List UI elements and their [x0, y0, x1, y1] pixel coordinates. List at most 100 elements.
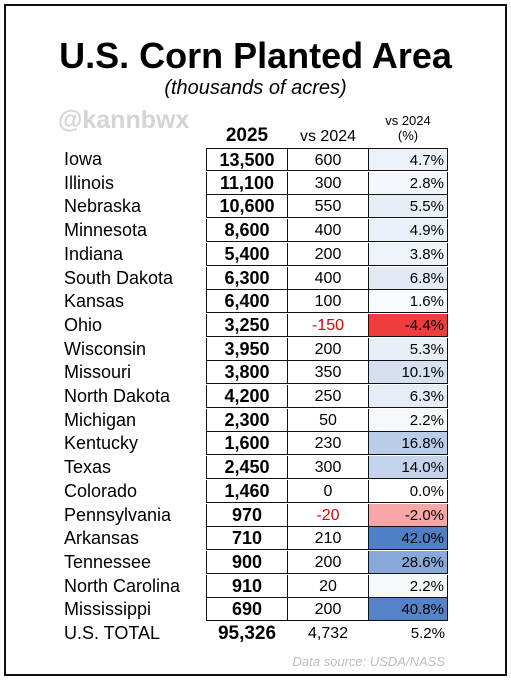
table-row: Michigan 2,300 50 2.2%	[6, 408, 505, 432]
change-vs-2024-cell: 550	[288, 195, 368, 219]
change-vs-2024-cell: 200	[288, 598, 368, 622]
pct-change-cell: 5.3%	[368, 337, 448, 361]
change-vs-2024-cell: 4,732	[307, 625, 349, 642]
change-vs-2024-cell: 350	[288, 361, 368, 385]
state-name: Kentucky	[64, 433, 139, 454]
state-name: Missouri	[64, 362, 132, 383]
acres-2025-cell: 6,300	[206, 266, 288, 290]
column-header-vs-2024: vs 2024	[299, 128, 357, 145]
acres-2025-cell: 1,460	[206, 479, 288, 503]
pct-change-cell: 3.8%	[368, 242, 448, 266]
change-vs-2024-cell: 50	[288, 409, 368, 432]
acres-2025-cell: 5,400	[206, 242, 288, 266]
data-source-note: Data source: USDA/NASS	[292, 654, 445, 669]
change-vs-2024-cell: -150	[288, 314, 368, 337]
acres-2025-cell: 13,500	[206, 148, 288, 171]
column-header-2025: 2025	[225, 125, 269, 146]
pct-change-cell: 5.5%	[368, 195, 448, 219]
chart-title: U.S. Corn Planted Area	[59, 35, 452, 76]
pct-change-cell: 0.0%	[368, 479, 448, 503]
state-name: North Dakota	[64, 386, 171, 406]
chart-subtitle: (thousands of acres)	[164, 77, 347, 99]
state-name: Illinois	[64, 172, 115, 193]
state-name: Kansas	[64, 291, 125, 312]
table-row: Arkansas 710 210 42.0%	[6, 527, 505, 551]
acres-2025-cell: 6,400	[206, 290, 288, 314]
change-vs-2024-cell: 200	[288, 338, 368, 361]
change-vs-2024-cell: 250	[288, 385, 368, 408]
pct-change-cell: 10.1%	[368, 361, 448, 385]
state-name: Pennsylvania	[64, 504, 172, 525]
table-row: North Carolina 910 20 2.2%	[6, 574, 505, 598]
change-vs-2024-cell: 200	[288, 243, 368, 266]
acres-2025-cell: 3,250	[206, 313, 288, 337]
pct-change-cell: 14.0%	[368, 456, 448, 480]
pct-change-cell: 42.0%	[368, 527, 448, 551]
state-name: Arkansas	[64, 528, 140, 549]
pct-change-cell: 4.9%	[368, 219, 448, 243]
table-row: Pennsylvania 970 -20 -2.0%	[6, 503, 505, 527]
table-row: Wisconsin 3,950 200 5.3%	[6, 337, 505, 361]
table-row: Missouri 3,800 350 10.1%	[6, 361, 505, 385]
pct-change-cell: 16.8%	[368, 432, 448, 456]
change-vs-2024-cell: 210	[288, 527, 368, 551]
state-name: Ohio	[64, 314, 103, 335]
change-vs-2024-cell: 300	[288, 172, 368, 195]
state-name: Tennessee	[64, 551, 152, 572]
pct-change-cell: 6.8%	[368, 266, 448, 290]
acres-2025-cell: 690	[206, 598, 288, 622]
pct-change-cell: 6.3%	[368, 385, 448, 408]
table-row: Minnesota 8,600 400 4.9%	[6, 219, 505, 243]
table-row: Mississippi 690 200 40.8%	[6, 598, 505, 622]
change-vs-2024-cell: 300	[288, 456, 368, 480]
chart-frame: U.S. Corn Planted Area (thousands of acr…	[4, 4, 507, 676]
acres-2025-cell: 10,600	[206, 195, 288, 219]
change-vs-2024-cell: 0	[288, 480, 368, 503]
pct-change-cell: 5.2%	[410, 625, 445, 642]
table-row: Ohio 3,250 -150 -4.4%	[6, 313, 505, 337]
acres-2025-cell: 1,600	[206, 432, 288, 456]
acres-2025-cell: 910	[206, 574, 288, 598]
state-name: Iowa	[64, 149, 103, 169]
change-vs-2024-cell: -20	[288, 504, 368, 527]
state-name: Mississippi	[64, 599, 152, 620]
change-vs-2024-cell: 200	[288, 551, 368, 574]
pct-change-cell: 2.2%	[368, 574, 448, 598]
pct-change-cell: 2.8%	[368, 171, 448, 195]
state-name: Texas	[64, 457, 112, 478]
change-vs-2024-cell: 400	[288, 219, 368, 243]
total-row: U.S. TOTAL 95,326 4,732 5.2%	[6, 622, 505, 645]
acres-2025-cell: 3,950	[206, 337, 288, 361]
acres-2025-cell: 95,326	[217, 623, 277, 644]
table-row: Texas 2,450 300 14.0%	[6, 456, 505, 480]
change-vs-2024-cell: 230	[288, 432, 368, 456]
table-row: Nebraska 10,600 550 5.5%	[6, 195, 505, 219]
table-row: Illinois 11,100 300 2.8%	[6, 171, 505, 195]
acres-2025-cell: 2,450	[206, 456, 288, 480]
table-row: Iowa 13,500 600 4.7%	[6, 148, 505, 171]
change-vs-2024-cell: 100	[288, 290, 368, 314]
column-header-pct-line1: vs 2024	[385, 113, 431, 128]
column-header-pct-line2: (%)	[397, 128, 419, 143]
total-label: U.S. TOTAL	[64, 623, 161, 643]
table-row: Tennessee 900 200 28.6%	[6, 550, 505, 574]
pct-change-cell: 4.7%	[368, 148, 448, 171]
pct-change-cell: 28.6%	[368, 550, 448, 574]
change-vs-2024-cell: 600	[288, 148, 368, 171]
pct-change-cell: 1.6%	[368, 290, 448, 314]
state-name: Wisconsin	[64, 338, 147, 359]
table-row: Kentucky 1,600 230 16.8%	[6, 432, 505, 456]
table-row: Colorado 1,460 0 0.0%	[6, 479, 505, 503]
state-name: North Carolina	[64, 575, 181, 596]
table-row: South Dakota 6,300 400 6.8%	[6, 266, 505, 290]
state-name: Indiana	[64, 243, 124, 264]
acres-2025-cell: 8,600	[206, 219, 288, 243]
state-name: Colorado	[64, 480, 138, 501]
change-vs-2024-cell: 400	[288, 267, 368, 290]
acres-2025-cell: 2,300	[206, 408, 288, 432]
acres-2025-cell: 900	[206, 550, 288, 574]
state-name: Michigan	[64, 409, 137, 430]
table-row: Kansas 6,400 100 1.6%	[6, 290, 505, 314]
pct-change-cell: 2.2%	[368, 408, 448, 432]
pct-change-cell: 40.8%	[368, 598, 448, 622]
